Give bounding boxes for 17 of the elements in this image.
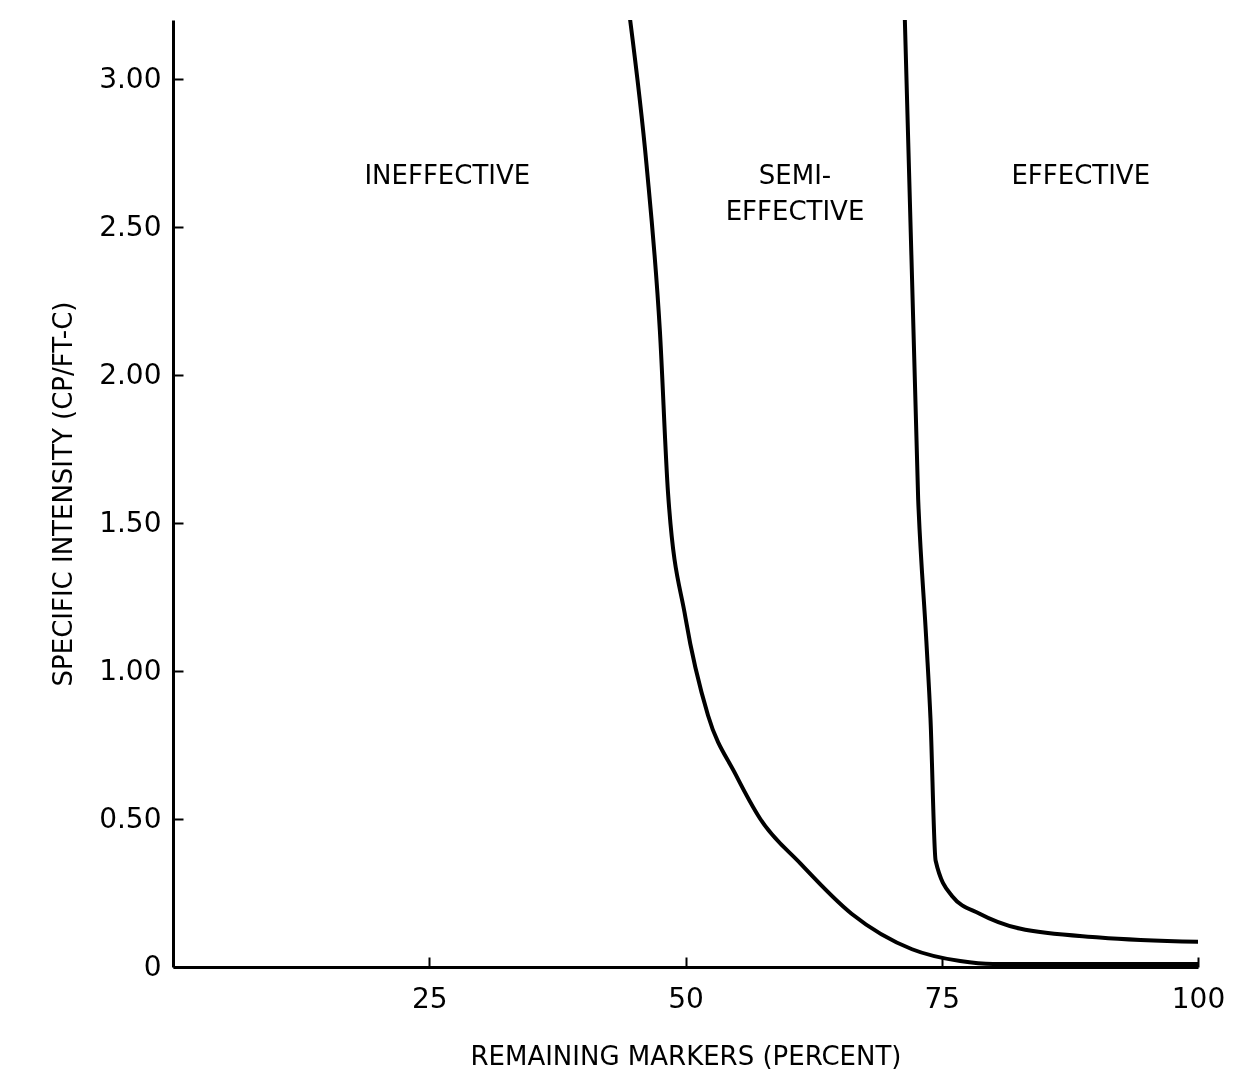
y-axis-title: SPECIFIC INTENSITY (CP/FT-C) <box>48 301 79 687</box>
y-tick-label: 2.00 <box>99 357 162 391</box>
line-series <box>902 20 1198 944</box>
y-tick-label: 1.00 <box>99 653 162 687</box>
x-tick-label: 50 <box>668 981 704 1015</box>
y-tick-label: 3.00 <box>99 61 162 95</box>
y-tick-label: 0.50 <box>99 801 162 835</box>
y-tick-label: 0 <box>143 949 162 983</box>
x-tick-label: 75 <box>924 981 961 1015</box>
annotation: INEFFECTIVE <box>364 160 531 191</box>
x-axis-title: REMAINING MARKERS (PERCENT) <box>470 1040 902 1071</box>
y-tick-label: 2.50 <box>99 209 162 243</box>
x-tick-label: 25 <box>411 981 448 1015</box>
annotation: SEMI- EFFECTIVE <box>725 160 865 227</box>
y-tick-label: 1.50 <box>99 505 162 539</box>
annotation: EFFECTIVE <box>1011 160 1151 191</box>
x-tick-label: 100 <box>1171 981 1226 1015</box>
